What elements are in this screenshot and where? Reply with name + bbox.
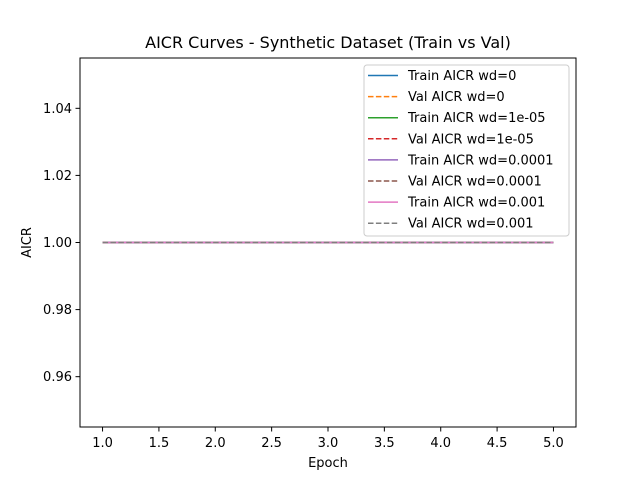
y-tick-label: 1.00 — [43, 236, 72, 251]
x-tick-label: 1.0 — [92, 436, 113, 451]
y-axis-label: AICR — [20, 227, 35, 258]
x-tick-label: 1.5 — [149, 436, 170, 451]
x-tick-label: 2.5 — [261, 436, 282, 451]
legend-items: Train AICR wd=0 Val AICR wd=0 Train AICR w… — [368, 69, 554, 232]
legend-label-6: Val AICR wd=0.0001 — [408, 175, 542, 190]
x-axis-label: Epoch — [308, 456, 348, 471]
legend-label-2: Val AICR wd=0 — [408, 90, 505, 105]
chart-title: AICR Curves - Synthetic Dataset (Train v… — [145, 33, 511, 52]
x-axis-ticks: 1.0 1.5 2.0 2.5 3.0 3.5 4.0 4.5 5.0 — [92, 427, 564, 451]
x-tick-label: 3.0 — [318, 436, 339, 451]
legend-label-4: Val AICR wd=1e-05 — [408, 132, 534, 147]
legend-label-1: Train AICR wd=0 — [407, 69, 516, 84]
x-tick-label: 4.5 — [487, 436, 508, 451]
y-tick-label: 0.96 — [43, 370, 72, 385]
legend-label-5: Train AICR wd=0.0001 — [407, 153, 554, 168]
x-tick-label: 5.0 — [543, 436, 564, 451]
y-axis-ticks: 0.96 0.98 1.00 1.02 1.04 — [43, 102, 80, 385]
legend-label-8: Val AICR wd=0.001 — [408, 217, 534, 232]
y-tick-label: 1.04 — [43, 102, 72, 117]
legend-box — [363, 64, 570, 237]
x-tick-label: 2.0 — [205, 436, 226, 451]
legend-label-7: Train AICR wd=0.001 — [407, 196, 545, 211]
legend: Train AICR wd=0 Val AICR wd=0 Train AICR w… — [363, 64, 570, 237]
x-tick-label: 3.5 — [374, 436, 395, 451]
legend-label-3: Train AICR wd=1e-05 — [407, 111, 546, 126]
y-tick-label: 1.02 — [43, 169, 72, 184]
plot-frame — [79, 57, 577, 428]
y-tick-label: 0.98 — [43, 303, 72, 318]
x-tick-label: 4.0 — [430, 436, 451, 451]
